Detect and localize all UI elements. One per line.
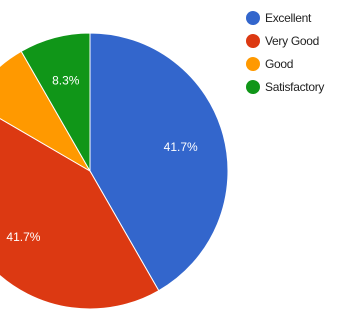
legend-label-satisfactory: Satisfactory <box>265 80 324 94</box>
legend-item-good[interactable]: Good <box>246 54 324 74</box>
legend-item-satisfactory[interactable]: Satisfactory <box>246 77 324 97</box>
slice-label-satisfactory: 8.3% <box>52 73 80 87</box>
slice-label-excellent: 41.7% <box>164 140 198 154</box>
legend-item-excellent[interactable]: Excellent <box>246 8 324 28</box>
legend-swatch-satisfactory <box>246 80 260 94</box>
legend-item-very-good[interactable]: Very Good <box>246 31 324 51</box>
legend-swatch-excellent <box>246 11 260 25</box>
legend: Excellent Very Good Good Satisfactory <box>246 8 324 100</box>
slice-label-very-good: 41.7% <box>6 230 40 244</box>
legend-label-excellent: Excellent <box>265 11 311 25</box>
legend-swatch-good <box>246 57 260 71</box>
legend-label-very-good: Very Good <box>265 34 319 48</box>
legend-label-good: Good <box>265 57 293 71</box>
legend-swatch-very-good <box>246 34 260 48</box>
